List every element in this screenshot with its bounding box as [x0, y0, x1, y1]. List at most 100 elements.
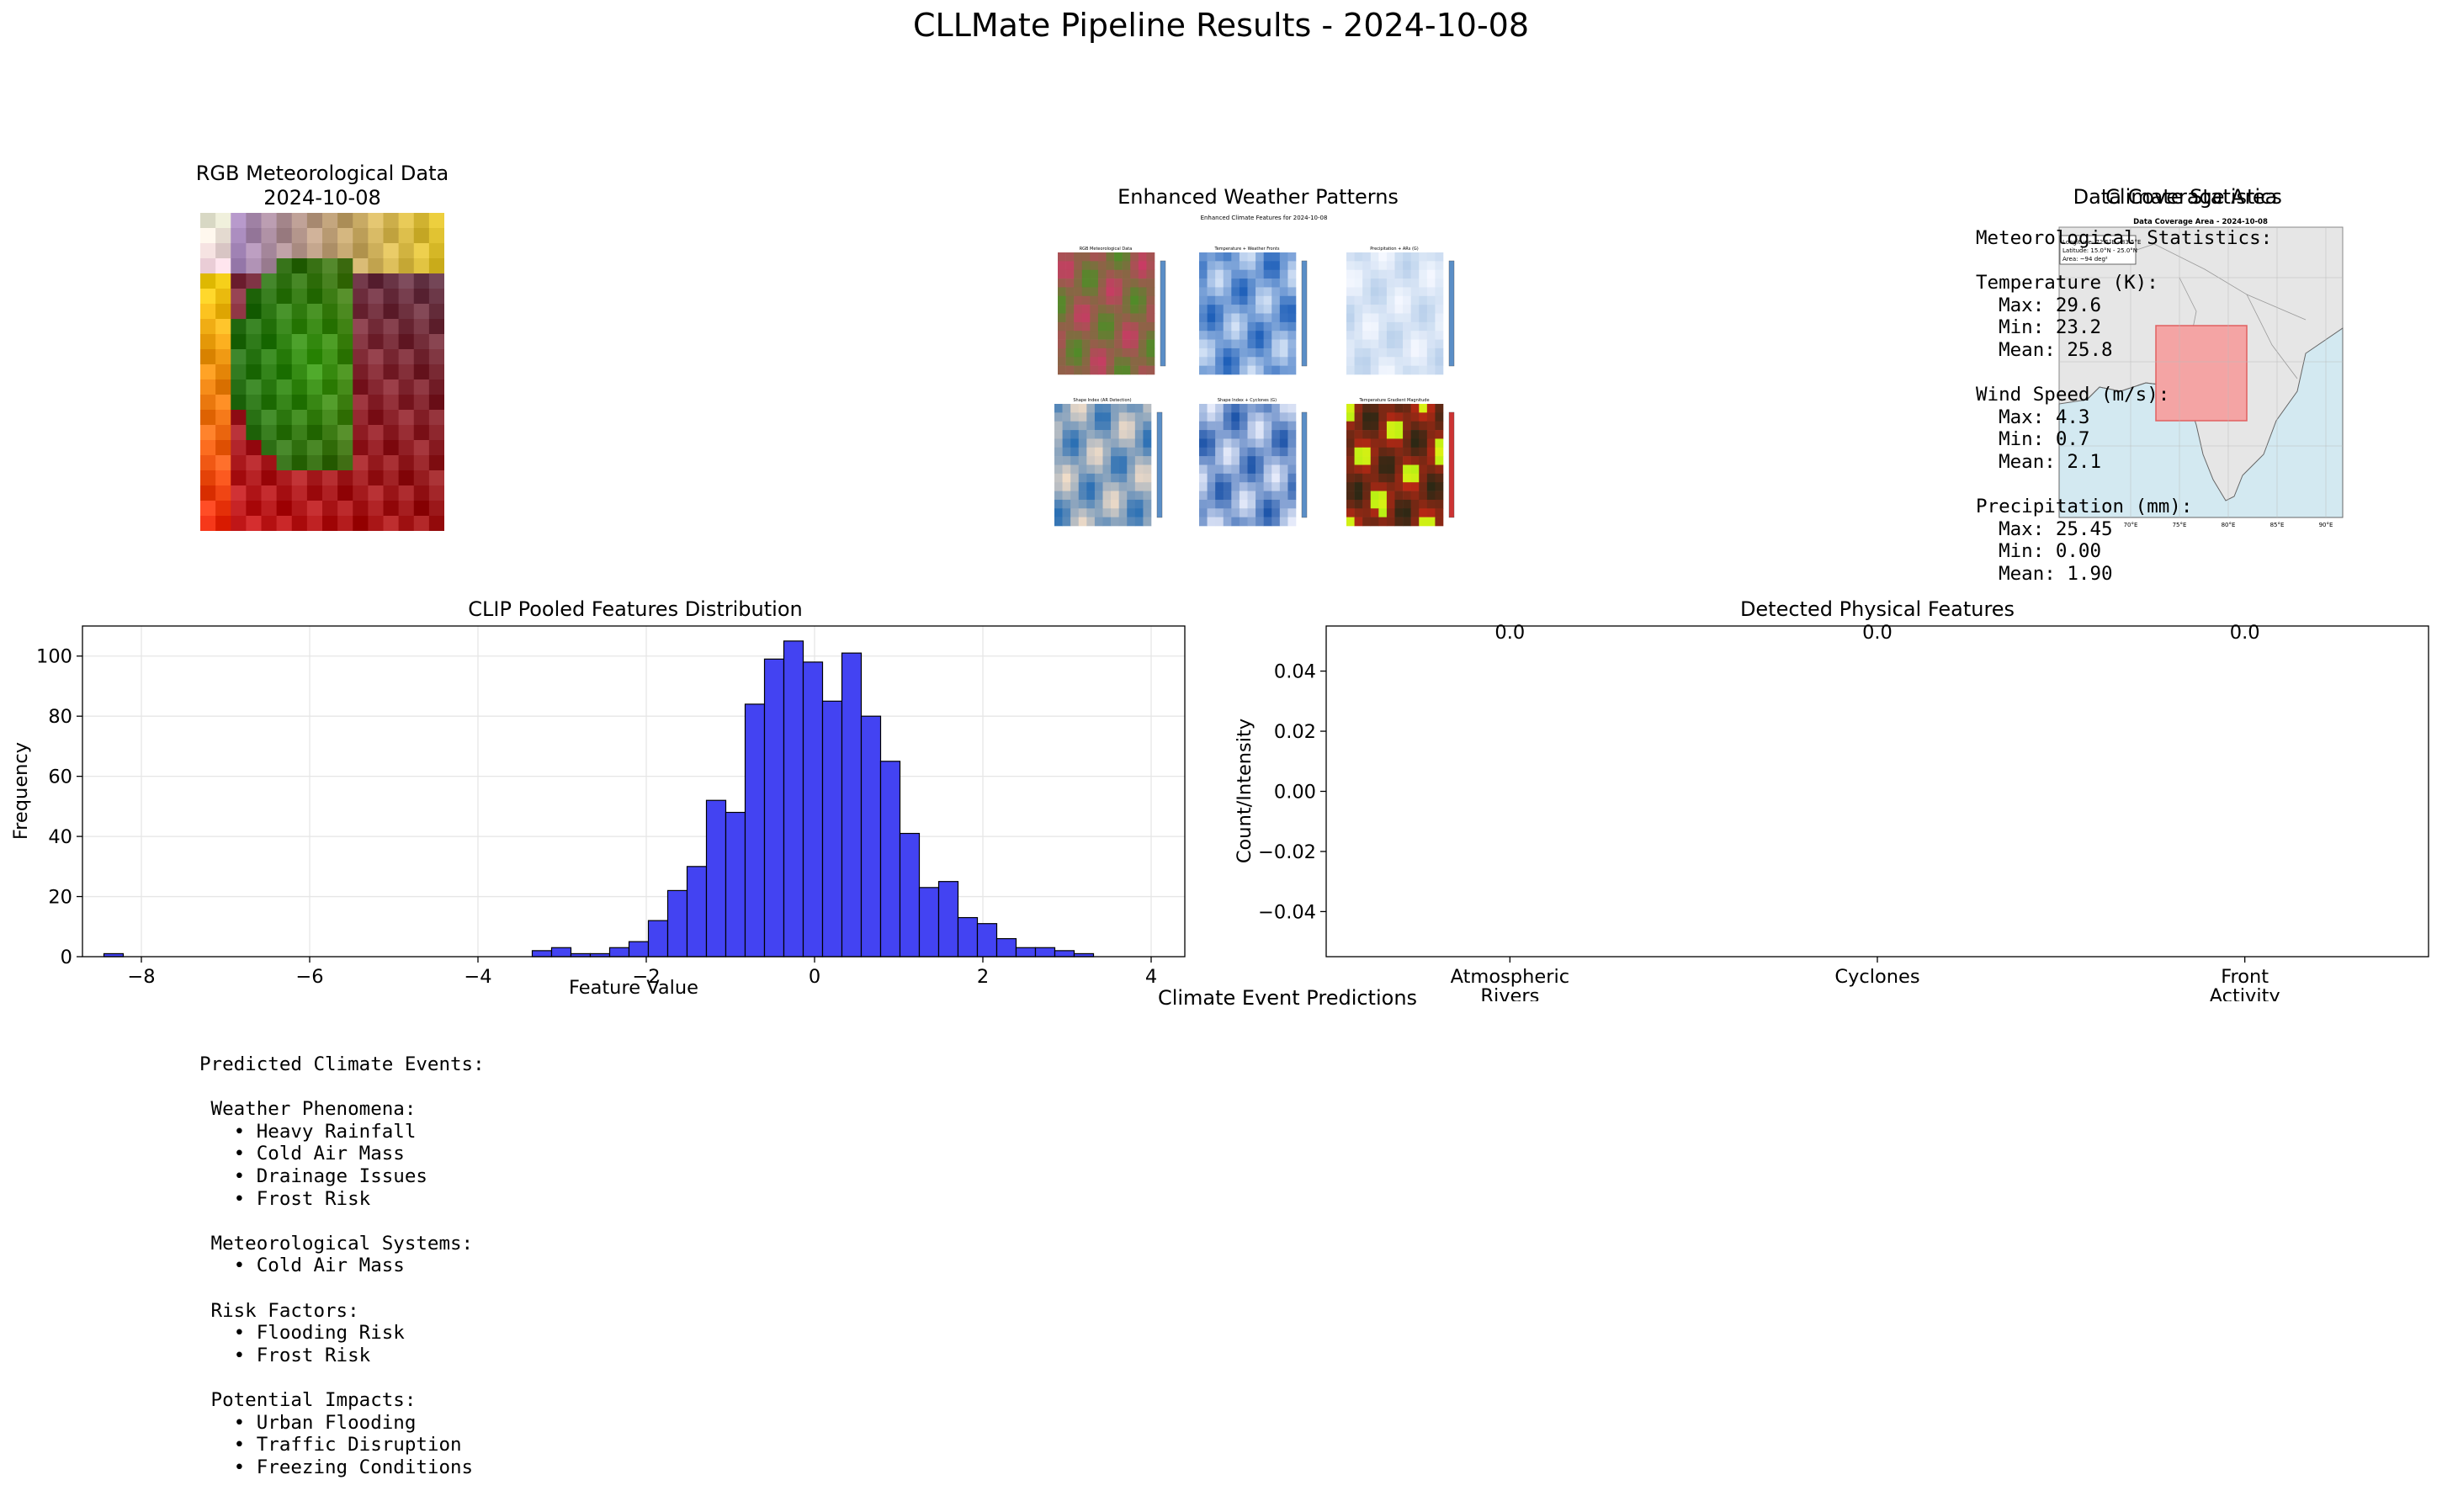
enhanced-pixel — [1354, 305, 1363, 314]
enhanced-pixel — [1143, 517, 1152, 527]
enhanced-pixel — [1127, 464, 1136, 475]
rgb-pixel — [231, 228, 247, 244]
enhanced-pixel — [1354, 313, 1363, 323]
enhanced-pixel — [1097, 313, 1107, 323]
rgb-pixel — [428, 273, 444, 289]
enhanced-pixel — [1362, 321, 1372, 332]
enhanced-pixel — [1223, 517, 1232, 527]
rgb-pixel — [215, 425, 231, 441]
histogram-bar — [666, 889, 688, 958]
rgb-pixel — [261, 228, 278, 244]
enhanced-pixel — [1403, 321, 1411, 332]
enhanced-pixel — [1239, 421, 1248, 431]
enhanced-pixel — [1134, 412, 1144, 422]
rgb-pixel — [322, 304, 338, 320]
enhanced-pixel — [1435, 365, 1444, 375]
enhanced-pixel — [1378, 357, 1388, 366]
enhanced-pixel — [1419, 269, 1428, 279]
enhanced-pixel — [1247, 473, 1256, 483]
rgb-pixel — [398, 304, 415, 320]
enhanced-pixel — [1362, 421, 1372, 431]
rgb-pixel — [200, 243, 216, 259]
enhanced-pixel — [1271, 313, 1281, 323]
rgb-pixel — [200, 319, 216, 335]
enhanced-pixel — [1403, 464, 1411, 475]
enhanced-pixel — [1256, 421, 1264, 431]
enhanced-pixel — [1394, 261, 1404, 271]
rgb-pixel — [413, 334, 430, 350]
enhanced-pixel — [1378, 404, 1388, 413]
rgb-pixel — [291, 273, 308, 289]
enhanced-pixel — [1362, 508, 1372, 517]
enhanced-pixel — [1215, 473, 1224, 483]
enhanced-pixel — [1207, 295, 1216, 305]
rgb-pixel — [306, 425, 323, 441]
enhanced-pixel — [1263, 473, 1272, 483]
enhanced-pixel — [1403, 421, 1411, 431]
enhanced-pixel — [1143, 508, 1152, 517]
enhanced-pixel — [1271, 438, 1281, 448]
enhanced-pixel — [1435, 339, 1444, 349]
enhanced-pixel — [1271, 357, 1281, 366]
enhanced-pixel — [1207, 430, 1216, 439]
enhanced-pixel — [1287, 438, 1297, 448]
enhanced-pixel — [1146, 347, 1155, 358]
enhanced-pixel — [1102, 430, 1112, 439]
rgb-pixel — [398, 319, 415, 335]
enhanced-pixel — [1122, 279, 1131, 288]
enhanced-pixel — [1394, 438, 1404, 448]
enhanced-pixel — [1054, 421, 1063, 431]
rgb-pixel — [368, 410, 384, 426]
enhanced-pixel — [1090, 269, 1099, 279]
enhanced-pixel — [1146, 305, 1155, 314]
rgb-pixel — [413, 289, 430, 305]
rgb-pixel — [398, 425, 415, 441]
rgb-pixel — [383, 364, 400, 380]
map-inner-title: Data Coverage Area - 2024-10-08 — [2133, 218, 2268, 226]
enhanced-pixel — [1065, 279, 1075, 288]
enhanced-pixel — [1118, 491, 1128, 501]
rgb-pixel — [215, 455, 231, 471]
enhanced-pixel — [1346, 321, 1355, 332]
enhanced-pixel — [1370, 404, 1379, 413]
enhanced-pixel — [1146, 365, 1155, 375]
enhanced-pixel — [1354, 279, 1363, 288]
enhanced-pixel — [1143, 430, 1152, 439]
rgb-pixel — [215, 501, 231, 517]
rgb-pixel — [353, 455, 369, 471]
rgb-pixel — [322, 485, 338, 501]
enhanced-pixel — [1287, 430, 1297, 439]
enhanced-pixel — [1279, 261, 1288, 271]
enhanced-pixel — [1054, 491, 1063, 501]
enhanced-pixel — [1346, 438, 1355, 448]
enhanced-pixel — [1199, 438, 1208, 448]
enhanced-pixel — [1426, 252, 1436, 262]
enhanced-pixel — [1223, 252, 1232, 262]
histogram-xtick-label: −6 — [295, 966, 323, 988]
rgb-pixel — [306, 470, 323, 486]
rgb-pixel — [413, 425, 430, 441]
enhanced-pixel — [1086, 447, 1096, 457]
rgb-pixel — [337, 243, 353, 259]
rgb-pixel — [428, 304, 444, 320]
enhanced-pixel — [1354, 412, 1363, 422]
enhanced-pixel — [1215, 269, 1224, 279]
enhanced-pixel — [1386, 438, 1395, 448]
enhanced-pixel — [1106, 331, 1115, 340]
enhanced-pixel — [1394, 357, 1404, 366]
enhanced-pixel — [1378, 447, 1388, 457]
enhanced-pixel — [1378, 499, 1388, 509]
enhanced-pixel — [1239, 365, 1248, 375]
map-info-line-1: Longitude: 72.5°E - 83.5°E — [2062, 239, 2141, 246]
enhanced-pixel — [1386, 499, 1395, 509]
enhanced-pixel — [1410, 499, 1420, 509]
enhanced-pixel — [1118, 473, 1128, 483]
enhanced-pixel — [1247, 412, 1256, 422]
rgb-pixel — [428, 501, 444, 517]
rgb-pixel — [337, 410, 353, 426]
rgb-pixel — [215, 289, 231, 305]
enhanced-pixel — [1130, 313, 1139, 323]
features-value-label: 0.0 — [1862, 622, 1893, 644]
enhanced-pixel — [1074, 347, 1083, 358]
enhanced-pixel — [1143, 421, 1152, 431]
